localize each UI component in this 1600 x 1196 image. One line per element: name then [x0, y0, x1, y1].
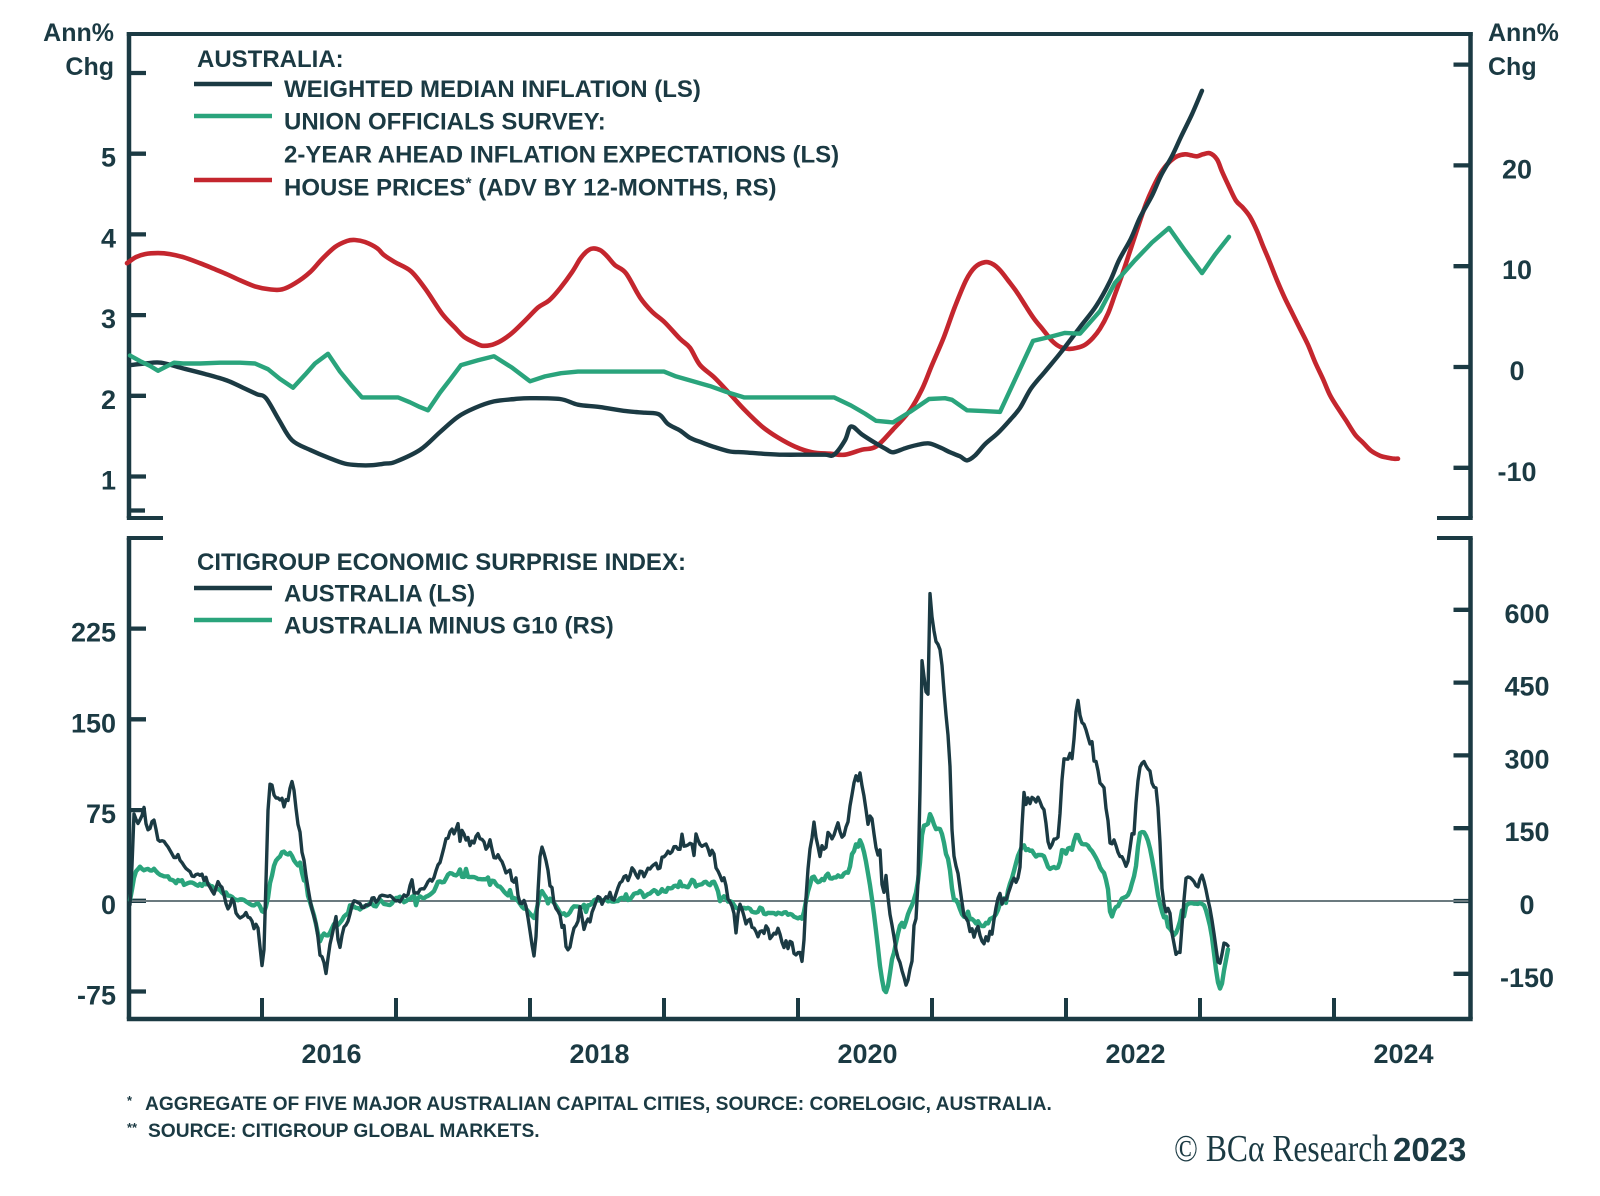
- svg-text:10: 10: [1502, 255, 1532, 285]
- svg-text:75: 75: [86, 799, 116, 829]
- svg-text:3: 3: [101, 304, 116, 334]
- svg-text:0: 0: [101, 890, 116, 920]
- svg-text:2018: 2018: [569, 1039, 629, 1069]
- svg-text:Chg: Chg: [1488, 53, 1537, 81]
- svg-text:300: 300: [1504, 744, 1549, 774]
- svg-text:2022: 2022: [1105, 1039, 1165, 1069]
- svg-text:2020: 2020: [837, 1039, 897, 1069]
- svg-text:CITIGROUP ECONOMIC SURPRISE IN: CITIGROUP ECONOMIC SURPRISE INDEX:: [197, 549, 686, 576]
- svg-text:Ann%: Ann%: [1488, 19, 1559, 47]
- svg-text:Ann%: Ann%: [43, 19, 114, 47]
- svg-text:HOUSE PRICES* (ADV BY 12-MONTH: HOUSE PRICES* (ADV BY 12-MONTHS, RS): [284, 175, 777, 202]
- svg-text:2-YEAR AHEAD INFLATION EXPECTA: 2-YEAR AHEAD INFLATION EXPECTATIONS (LS): [284, 142, 839, 169]
- svg-text:150: 150: [1504, 817, 1549, 847]
- svg-text:20: 20: [1502, 154, 1532, 184]
- svg-text:© BCα Research: © BCα Research: [1174, 1128, 1388, 1170]
- svg-text:2016: 2016: [301, 1039, 361, 1069]
- svg-text:2: 2: [101, 385, 116, 415]
- svg-text:0: 0: [1519, 890, 1534, 920]
- svg-text:-10: -10: [1497, 457, 1536, 487]
- svg-text:Chg: Chg: [65, 53, 114, 81]
- svg-text:5: 5: [101, 143, 116, 173]
- svg-text:**SOURCE: CITIGROUP GLOBAL MAR: ** SOURCE: CITIGROUP GLOBAL MARKETS.: [127, 1120, 540, 1142]
- svg-text:1: 1: [101, 466, 116, 496]
- svg-text:*AGGREGATE OF FIVE MAJOR AUSTR: * AGGREGATE OF FIVE MAJOR AUSTRALIAN CAPI…: [127, 1093, 1052, 1115]
- svg-text:4: 4: [101, 223, 116, 253]
- svg-text:WEIGHTED MEDIAN INFLATION (LS): WEIGHTED MEDIAN INFLATION (LS): [284, 76, 701, 103]
- svg-text:-150: -150: [1500, 963, 1554, 993]
- svg-text:-75: -75: [77, 981, 116, 1011]
- svg-text:0: 0: [1509, 356, 1524, 386]
- svg-text:150: 150: [71, 708, 116, 738]
- svg-text:2023: 2023: [1393, 1131, 1466, 1168]
- svg-text:450: 450: [1504, 672, 1549, 702]
- svg-text:225: 225: [71, 618, 116, 648]
- svg-text:UNION OFFICIALS SURVEY:: UNION OFFICIALS SURVEY:: [284, 109, 606, 136]
- svg-text:600: 600: [1504, 599, 1549, 629]
- svg-text:AUSTRALIA:: AUSTRALIA:: [197, 46, 344, 73]
- svg-text:AUSTRALIA (LS): AUSTRALIA (LS): [284, 581, 475, 608]
- svg-text:AUSTRALIA MINUS G10 (RS): AUSTRALIA MINUS G10 (RS): [284, 613, 614, 640]
- svg-text:2024: 2024: [1373, 1039, 1433, 1069]
